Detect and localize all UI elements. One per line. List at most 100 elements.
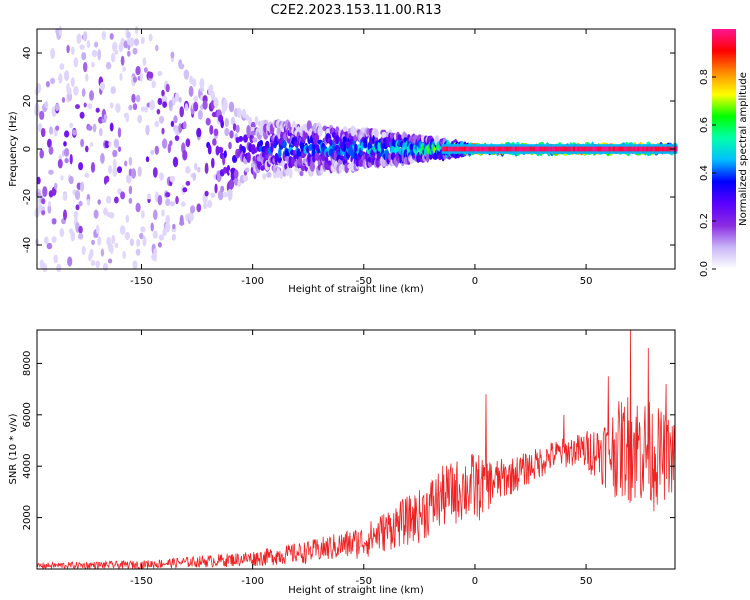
heatmap-cell <box>174 135 180 142</box>
heatmap-cell <box>262 146 266 154</box>
heatmap-band-core <box>626 146 629 152</box>
heatmap-cell <box>59 228 65 238</box>
heatmap-cell <box>85 73 89 82</box>
heatmap-cell <box>42 186 48 198</box>
heatmap-cell <box>252 137 258 143</box>
heatmap-cell <box>41 198 46 205</box>
heatmap-cell <box>211 157 215 169</box>
heatmap-cell <box>220 119 224 129</box>
heatmap-cell <box>155 44 159 52</box>
heatmap-band-core <box>657 146 660 152</box>
heatmap-cell <box>84 172 90 178</box>
heatmap-band-core <box>514 146 518 152</box>
heatmap-cell <box>167 143 171 154</box>
heatmap-cell <box>101 31 107 40</box>
heatmap-cell <box>62 192 68 201</box>
heatmap-cell <box>100 248 105 257</box>
heatmap-cell <box>117 166 122 174</box>
heatmap-cell <box>69 154 73 165</box>
y-tick-label: 6000 <box>22 402 33 427</box>
heatmap-cell <box>250 130 256 136</box>
heatmap-cell <box>109 122 114 132</box>
heatmap-cell <box>87 103 93 110</box>
heatmap-cell <box>196 127 202 138</box>
heatmap-cell <box>158 234 165 241</box>
heatmap-cell <box>338 165 343 174</box>
heatmap-cell <box>36 176 41 185</box>
heatmap-cell <box>228 141 232 150</box>
heatmap-cell <box>212 138 217 146</box>
heatmap-cell <box>90 162 96 173</box>
heatmap-cell <box>124 231 130 241</box>
heatmap-band-core <box>550 146 553 152</box>
heatmap-cell <box>202 202 208 210</box>
heatmap-band-core <box>474 146 478 152</box>
heatmap-cell <box>39 149 44 159</box>
heatmap-band-core <box>655 146 658 152</box>
heatmap-cell <box>428 153 433 160</box>
heatmap-band-core <box>454 146 458 152</box>
x-tick-label: -100 <box>241 576 264 587</box>
heatmap-cell <box>169 201 176 207</box>
heatmap-cell <box>153 248 158 255</box>
heatmap-band-core <box>637 146 640 152</box>
heatmap-band-core <box>548 146 551 152</box>
heatmap-cell <box>224 127 230 137</box>
heatmap-band-core <box>479 146 482 152</box>
heatmap-cell <box>54 182 58 190</box>
heatmap-cell <box>135 94 141 103</box>
heatmap-cell <box>108 165 113 174</box>
heatmap-cell <box>245 114 250 121</box>
heatmap-band-core <box>599 146 602 152</box>
heatmap-cell <box>161 127 165 135</box>
heatmap-cell <box>64 70 70 82</box>
heatmap-band-core <box>501 146 504 152</box>
heatmap-cell <box>233 169 239 179</box>
heatmap-cell <box>109 212 115 219</box>
heatmap-cell <box>60 175 64 181</box>
heatmap-cell <box>125 214 130 223</box>
heatmap-cell <box>207 144 212 155</box>
heatmap-cell <box>61 97 66 103</box>
heatmap-band-core <box>541 146 544 152</box>
heatmap-cell <box>67 256 73 267</box>
heatmap-cell <box>209 84 214 93</box>
heatmap-band-core <box>617 146 620 152</box>
heatmap-cell <box>126 31 131 39</box>
heatmap-cell <box>99 81 106 91</box>
heatmap-cell <box>119 72 123 81</box>
heatmap-cell <box>156 108 161 115</box>
x-tick-label: -150 <box>130 576 153 587</box>
x-tick-label: 0 <box>472 576 478 587</box>
heatmap-cell <box>55 125 60 131</box>
heatmap-cell <box>233 177 239 186</box>
heatmap-cell <box>217 146 224 154</box>
heatmap-cell <box>260 165 265 171</box>
heatmap-band-core <box>590 146 593 152</box>
heatmap-band-core <box>488 146 491 152</box>
heatmap-cell <box>185 180 191 186</box>
heatmap-cell <box>339 155 345 161</box>
heatmap-cell <box>81 245 86 255</box>
y-tick-label: -40 <box>22 237 33 253</box>
colorbar-tick-label: 0.2 <box>699 213 710 229</box>
heatmap-cell <box>130 168 137 179</box>
heatmap-cell <box>242 174 249 182</box>
heatmap-cell <box>244 167 250 173</box>
heatmap-cell <box>278 147 282 159</box>
heatmap-band-core <box>446 146 449 152</box>
y-tick-label: 20 <box>22 95 33 108</box>
heatmap-cell <box>154 145 159 155</box>
heatmap-cell <box>151 80 156 89</box>
heatmap-band-core <box>559 146 562 152</box>
heatmap-cell <box>228 101 235 113</box>
heatmap-cell <box>188 85 194 97</box>
heatmap-band-core <box>579 146 582 152</box>
heatmap-band-core <box>517 146 520 152</box>
heatmap-cell <box>58 25 62 36</box>
heatmap-band-core <box>441 146 444 152</box>
heatmap-cell <box>111 234 116 245</box>
heatmap-cell <box>390 145 396 155</box>
heatmap-cell <box>108 258 113 264</box>
heatmap-cell <box>192 172 196 182</box>
